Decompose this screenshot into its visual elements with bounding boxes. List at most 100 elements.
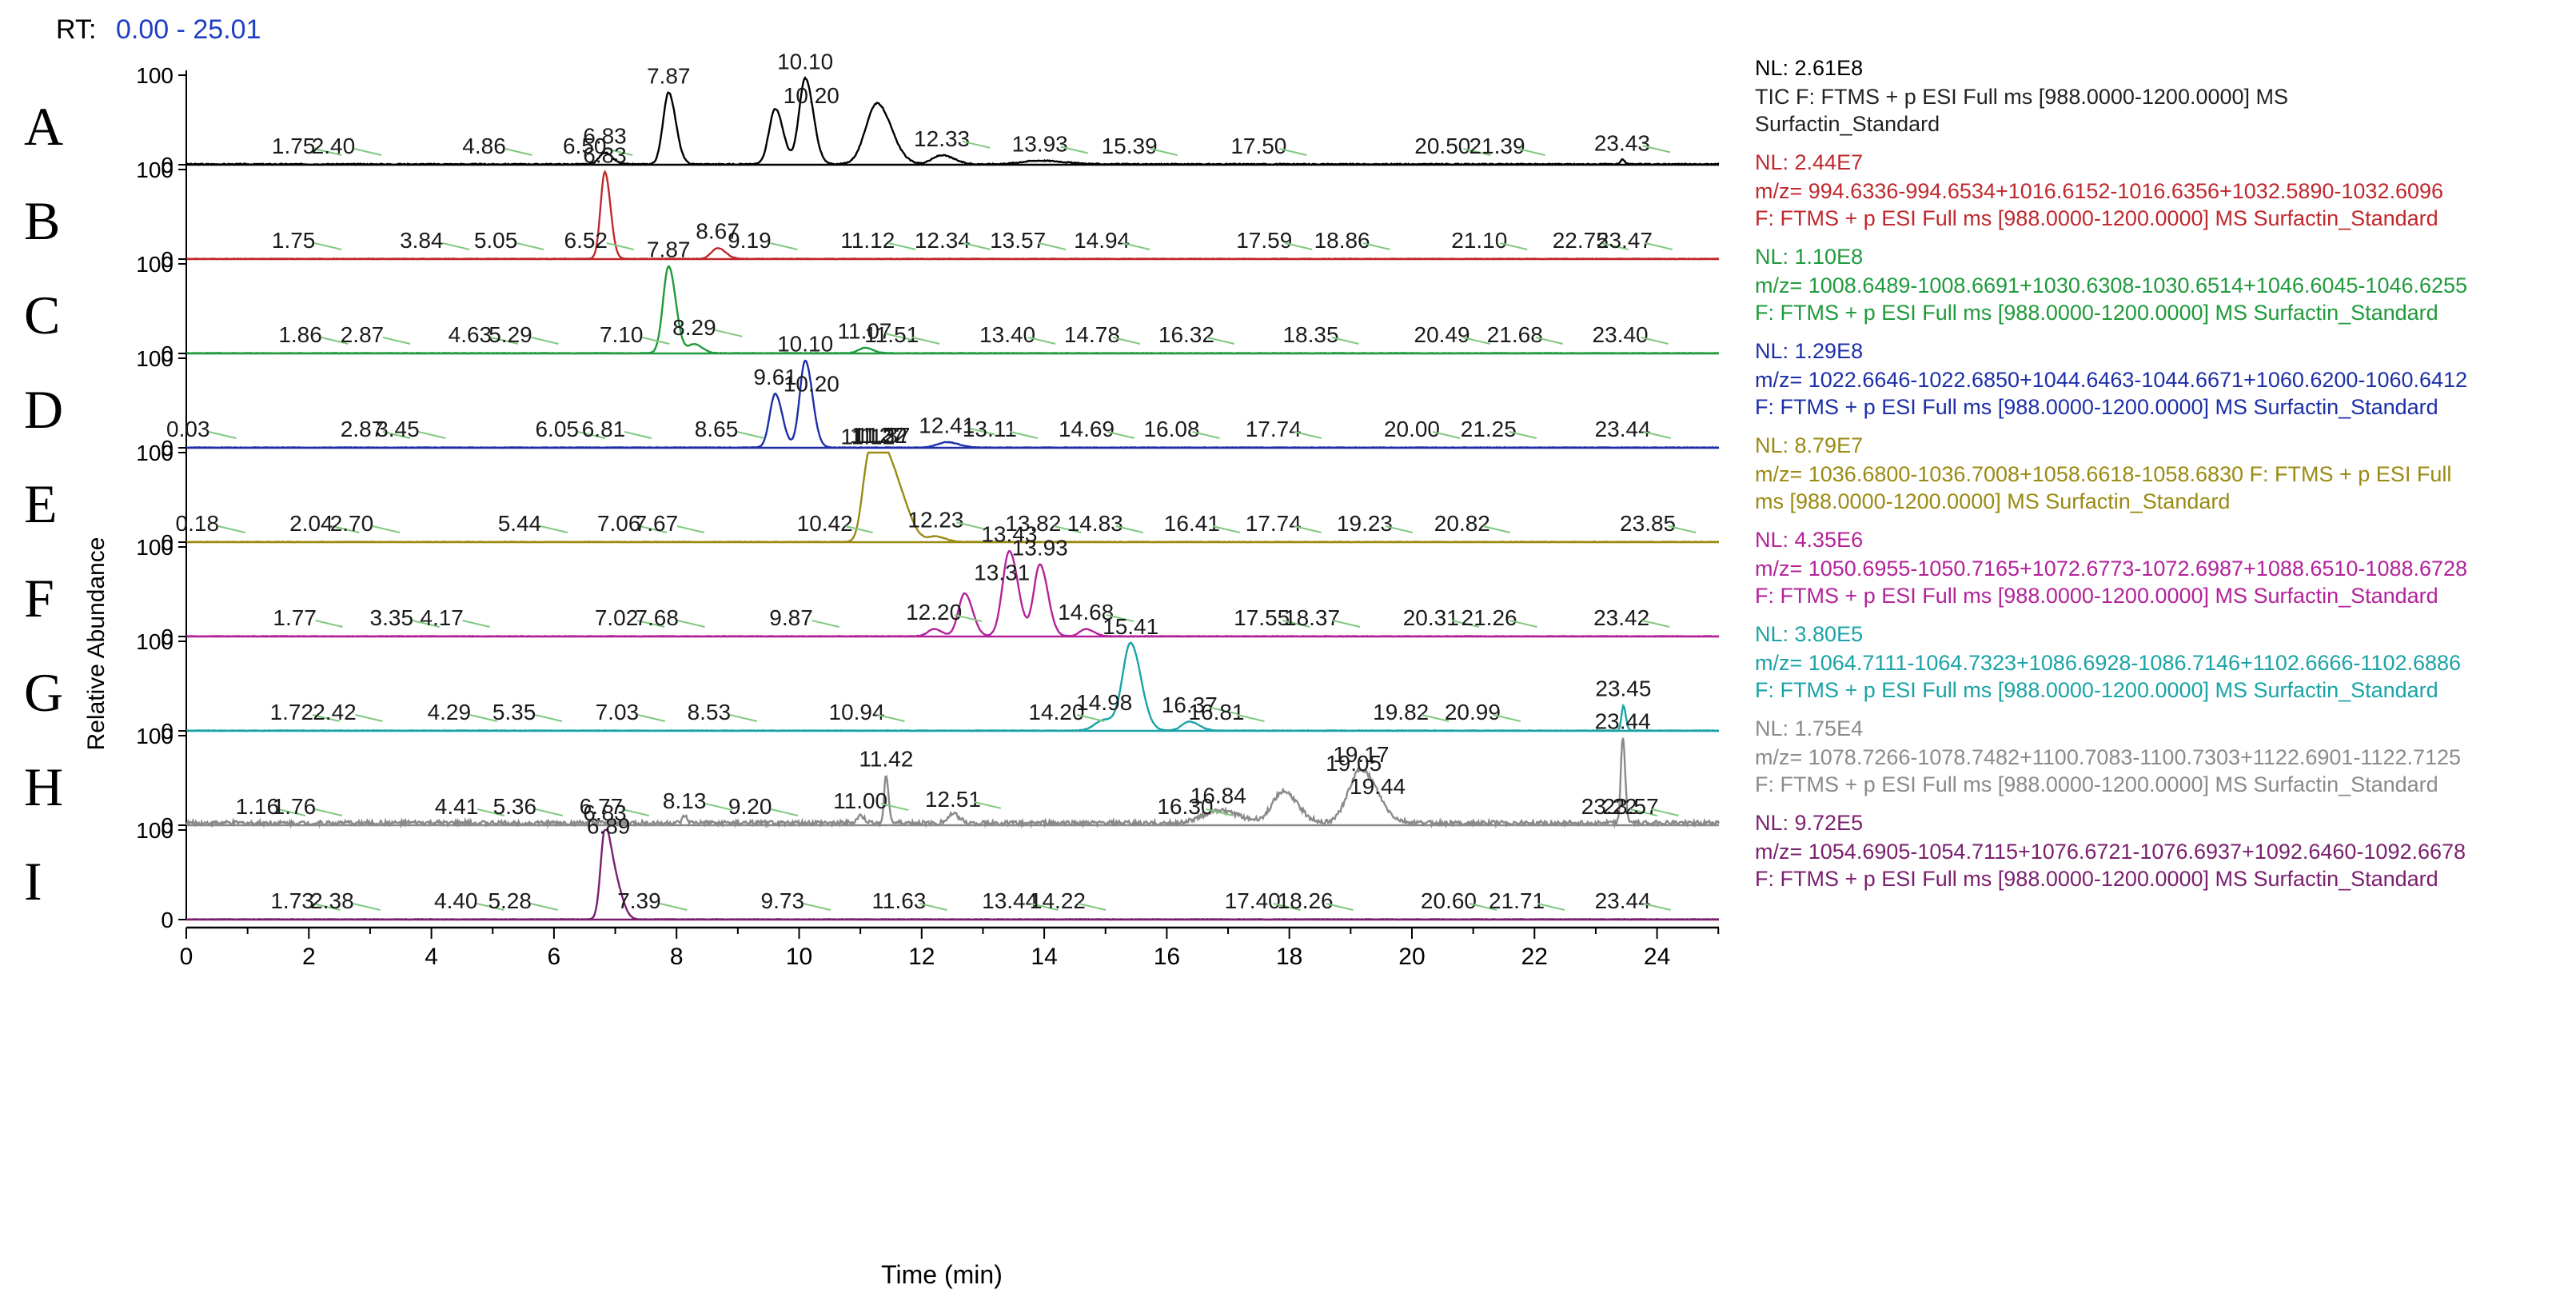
peak-label: 3.84: [400, 228, 444, 253]
peak-label: 18.86: [1314, 228, 1370, 253]
y-tick-label-100: 100: [136, 818, 173, 843]
scan-filter-label: F: FTMS + p ESI Full ms [988.0000-1200.0…: [1755, 301, 2438, 325]
peak-label: 4.41: [435, 794, 479, 819]
peak-label: 19.44: [1350, 774, 1406, 799]
label-leader: [1027, 337, 1056, 345]
x-tick-label: 22: [1521, 944, 1548, 970]
label-leader: [1482, 525, 1511, 533]
peak-label: 4.40: [434, 888, 478, 913]
peak-label: 2.40: [312, 134, 356, 158]
peak-label: 16.41: [1164, 511, 1220, 536]
label-leader: [1642, 145, 1671, 154]
peak-label: 12.41: [919, 413, 975, 437]
label-leader: [919, 903, 947, 911]
label-leader: [967, 427, 995, 436]
label-leader: [1294, 431, 1322, 439]
peak-label: 1.86: [278, 322, 322, 347]
peak-label: 2.42: [313, 700, 357, 724]
label-leader: [1237, 714, 1265, 722]
label-leader: [442, 242, 470, 250]
peak-label: 14.69: [1059, 417, 1115, 441]
label-leader: [1077, 714, 1105, 722]
peak-label: 16.84: [1190, 783, 1246, 808]
peak-label: 13.11: [963, 417, 1017, 441]
peak-label: 9.73: [761, 888, 805, 913]
label-leader: [531, 337, 559, 345]
peak-label: 11.12: [840, 425, 895, 449]
y-tick-label-100: 100: [136, 158, 173, 182]
peak-label: 11.42: [859, 746, 913, 771]
label-leader: [715, 329, 743, 337]
scan-filter-label: TIC F: FTMS + p ESI Full ms [988.0000-12…: [1755, 85, 2288, 109]
peak-label: 7.67: [635, 511, 679, 536]
peak-label: 12.33: [914, 126, 970, 151]
peak-label: 12.34: [915, 228, 971, 253]
peak-label: 23.57: [1603, 794, 1659, 819]
peak-label: 6.89: [587, 813, 631, 838]
peak-label: 23.47: [1597, 228, 1653, 253]
peak-label: 5.05: [474, 228, 518, 253]
y-tick-label-0: 0: [161, 153, 173, 178]
label-leader: [639, 525, 668, 533]
peak-label: 21.68: [1487, 322, 1543, 347]
label-leader: [1054, 525, 1082, 533]
peak-label: 17.55: [1234, 605, 1290, 630]
scan-filter-label: ms [988.0000-1200.0000] MS Surfactin_Sta…: [1755, 489, 2230, 513]
peak-label: 10.42: [797, 511, 853, 536]
label-leader: [418, 431, 446, 439]
peak-label: 10.10: [777, 331, 833, 356]
peak-label: 8.29: [672, 315, 716, 340]
y-axis-label: Relative Abundance: [83, 537, 110, 751]
panel-a: A 100 0 1.752.40 4.86 6.506.83 7.87 10.10 10.20 1…: [24, 49, 2288, 178]
y-tick-label-100: 100: [136, 252, 173, 277]
peak-label: 21.39: [1469, 134, 1525, 158]
peak-label: 8.53: [688, 700, 732, 724]
peak-label: 1.72: [270, 700, 314, 724]
label-leader: [540, 525, 568, 533]
label-leader: [1192, 431, 1220, 439]
peak-label: 19.17: [1333, 742, 1389, 767]
peak-label: 23.40: [1593, 322, 1649, 347]
label-leader: [353, 903, 381, 911]
label-leader: [1150, 148, 1178, 156]
peak-label: 21.26: [1461, 605, 1517, 630]
peak-label: 11.51: [864, 322, 919, 347]
peak-label: 11.12: [840, 228, 895, 253]
label-leader: [676, 525, 705, 533]
label-leader: [1509, 620, 1537, 628]
label-leader: [1643, 431, 1671, 439]
peak-label: 12.51: [925, 787, 981, 812]
peak-label: 23.44: [1595, 417, 1651, 441]
y-tick-label-0: 0: [161, 908, 173, 932]
peak-label: 5.29: [488, 322, 532, 347]
peak-label: 21.10: [1451, 228, 1507, 253]
peak-label: 6.83: [583, 800, 627, 825]
scan-filter-label: m/z= 1078.7266-1078.7482+1100.7083-1100.…: [1755, 745, 2461, 769]
label-leader: [1038, 242, 1067, 250]
label-leader: [477, 903, 504, 911]
peak-label: 6.83: [583, 123, 627, 148]
peak-label: 15.39: [1102, 134, 1158, 158]
label-leader: [355, 714, 383, 722]
peak-label: 6.52: [564, 228, 608, 253]
peak-label: 1.75: [272, 134, 316, 158]
peak-label: 4.29: [428, 700, 472, 724]
peak-label: 1.16: [236, 794, 280, 819]
peak-label: 23.44: [1595, 888, 1651, 913]
label-leader: [636, 620, 665, 628]
scan-filter-label: m/z= 994.6336-994.6534+1016.6152-1016.63…: [1755, 179, 2443, 203]
trace-line: [185, 737, 1721, 829]
peak-label: 16.32: [1158, 322, 1214, 347]
nl-label: NL: 1.29E8: [1755, 339, 1863, 363]
label-leader: [1432, 431, 1461, 439]
nl-label: NL: 1.10E8: [1755, 245, 1863, 269]
label-leader: [1469, 903, 1497, 911]
peak-label: 7.87: [647, 63, 691, 88]
y-tick-label-100: 100: [136, 724, 173, 748]
label-leader: [704, 803, 733, 812]
x-tick-label: 0: [180, 944, 193, 970]
